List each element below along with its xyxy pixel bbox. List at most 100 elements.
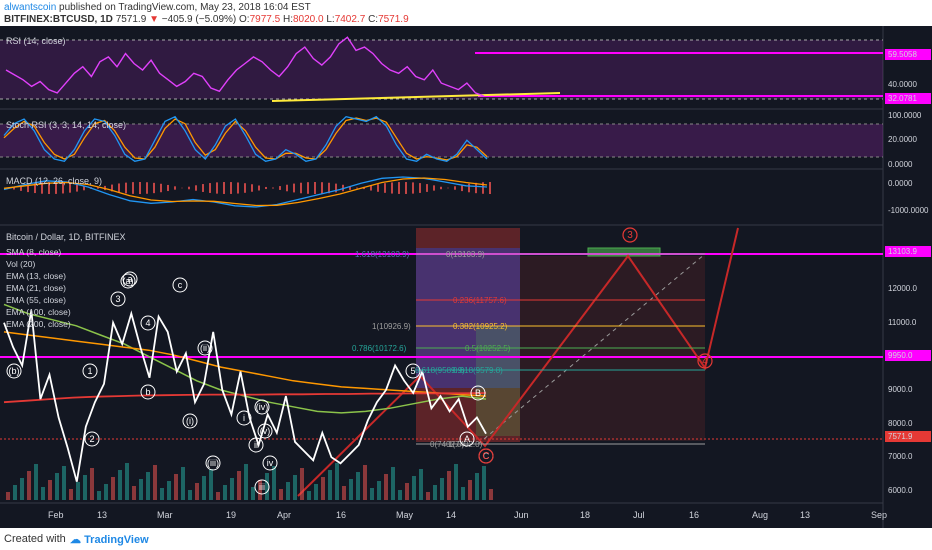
legend-entry: EMA (13, close) [6, 271, 66, 281]
macd-histogram-bar [475, 182, 477, 194]
time-axis-label: Feb [48, 510, 64, 520]
macd-histogram-bar [48, 182, 50, 194]
macd-histogram-bar [370, 185, 372, 191]
macd-histogram-bar [153, 182, 155, 194]
created-with-text: Created with [4, 533, 66, 545]
fib-level-label: 0(13103.9) [446, 250, 485, 259]
time-axis-label: Sep [871, 510, 887, 520]
low-label: L: [326, 14, 335, 25]
axis-label-box [885, 431, 931, 442]
pane-title: Bitcoin / Dollar, 1D, BITFINEX [6, 232, 126, 242]
volume-bar [34, 464, 38, 500]
volume-bar [272, 466, 276, 500]
time-axis-label: Jul [633, 510, 645, 520]
time-axis-label: 16 [689, 510, 699, 520]
price-line [3, 310, 487, 482]
price-axis-label: 59.5058 [888, 50, 917, 59]
volume-bar [20, 478, 24, 500]
volume-bar [349, 479, 353, 500]
fib-level-label: 0.382(10925.2) [453, 322, 508, 331]
forecast-label: 4 [702, 356, 708, 367]
plot-layer [3, 36, 491, 482]
wave-label: (i) [186, 416, 194, 426]
price-axis-label: 7571.9 [888, 432, 913, 441]
stoch-band [0, 124, 883, 157]
volume-bar [153, 465, 157, 500]
down-arrow-icon: ▼ [149, 14, 159, 25]
published-text: published on TradingView.com, May 23, 20… [59, 2, 311, 13]
volume-bar [419, 469, 423, 500]
price-axis-label: 6000.0 [888, 486, 913, 495]
macd-histogram-bar [328, 182, 330, 194]
forecast-circle [622, 227, 638, 243]
diagonal-projection [477, 253, 706, 445]
wave-circle [205, 455, 221, 471]
time-axis-label: Aug [752, 510, 768, 520]
macd-histogram-bar [76, 184, 78, 192]
fib-level-label: 0.236(11757.6) [453, 296, 507, 305]
ema-100-line [3, 331, 487, 397]
wave-label: 4 [145, 318, 150, 328]
volume-bar [447, 471, 451, 500]
macd-histogram-bar [482, 182, 484, 194]
volume-bar [314, 484, 318, 500]
legend-entry: Vol (20) [6, 259, 35, 269]
macd-histogram-bar [20, 185, 22, 191]
volume-bar [426, 492, 430, 500]
macd-histogram-bar [223, 182, 225, 194]
forecast-circle [478, 448, 494, 464]
tradingview-cloud-icon: ☁ [70, 534, 85, 546]
wave-label: (iv) [256, 402, 269, 412]
pane-title: MACD (12, 26, close, 9) [6, 176, 102, 186]
volume-bar [6, 492, 10, 500]
price-axis-label: 20.0000 [888, 135, 917, 144]
rsi-trendline [271, 92, 561, 102]
wave-label: (iii) [207, 458, 219, 468]
volume-bar [237, 471, 241, 500]
quote-line: BITFINEX:BTCUSD, 1D 7571.9 ▼ −405.9 (−5.… [4, 14, 409, 25]
macd-histogram-bar [230, 182, 232, 194]
low-value: 7402.7 [334, 14, 366, 25]
volume-bar [167, 481, 171, 500]
volume-bar [111, 477, 115, 500]
macd-histogram-bar [454, 186, 456, 190]
macd-histogram-bar [440, 186, 442, 190]
last-price: 7571.9 [115, 14, 147, 25]
macd-histogram-bar [216, 182, 218, 194]
wave-label: iv [267, 458, 274, 468]
macd-histogram-bar [433, 185, 435, 191]
tradingview-logo[interactable]: ☁ TradingView [70, 533, 149, 546]
high-value: 8020.0 [292, 14, 324, 25]
price-axis-label: 9950.0 [888, 351, 913, 360]
wave-label: 3 [115, 294, 120, 304]
chart-area[interactable]: 1.618(13103.9) 0(13103.9)0.236(11757.6)1(… [0, 26, 932, 528]
macd-histogram-bar [202, 184, 204, 192]
author-link[interactable]: alwantscoin [4, 2, 57, 13]
volume-bar [62, 466, 66, 500]
price-axis-label: 9000.0 [888, 385, 913, 394]
wave-label: (v) [260, 426, 271, 436]
fib-level-label: 0.786(10172.6) [352, 344, 407, 353]
wave-label: C [483, 451, 490, 461]
time-axis-label: 18 [580, 510, 590, 520]
macd-histogram-bar [489, 182, 491, 194]
pane-title: Stoch RSI (3, 3, 14, 14, close) [6, 120, 126, 130]
time-axis-label: Jun [514, 510, 529, 520]
volume-bar [181, 467, 185, 500]
publish-header: alwantscoin published on TradingView.com… [0, 0, 932, 26]
target-box [587, 247, 661, 257]
fib-level-label: 1(10926.9) [372, 322, 411, 331]
volume-bar [384, 474, 388, 500]
fib-level-label: 1.618(13103.9) [355, 250, 410, 259]
wave-label: iii [259, 482, 265, 492]
volume-bar [300, 468, 304, 500]
legend-entry: EMA (55, close) [6, 295, 66, 305]
close-value: 7571.9 [378, 14, 409, 25]
macd-histogram-bar [62, 182, 64, 194]
wave-circle [470, 385, 486, 401]
forecast-label: 3 [627, 230, 633, 241]
wave-label: 5 [410, 366, 415, 376]
volume-bar [55, 473, 59, 500]
wave-label: 1 [87, 366, 92, 376]
volume-bar [83, 475, 87, 500]
